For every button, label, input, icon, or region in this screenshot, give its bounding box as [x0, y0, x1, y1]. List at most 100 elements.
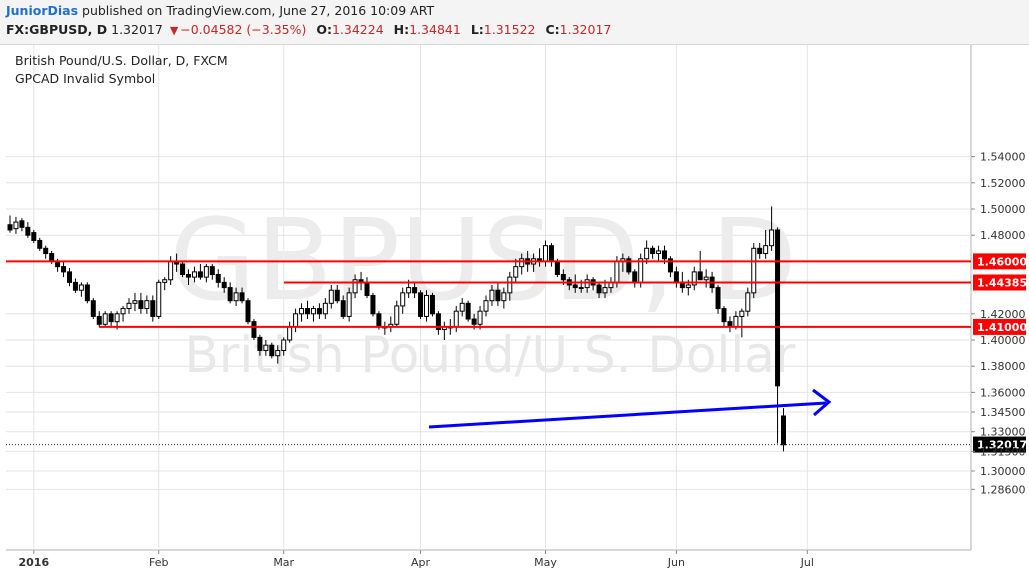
candle-body: [626, 258, 632, 273]
candle-body: [84, 284, 90, 302]
candle: [203, 264, 209, 283]
candle: [257, 334, 263, 356]
candle-body: [691, 271, 697, 286]
candle-body: [114, 313, 120, 323]
high-label: H:: [393, 22, 410, 37]
candle-body: [310, 308, 316, 315]
candle: [132, 292, 138, 312]
candle: [138, 292, 144, 314]
candle: [340, 295, 346, 320]
annotation-arrow[interactable]: [428, 388, 832, 429]
time-tick-label: Jun: [667, 556, 685, 569]
candle-body: [203, 266, 209, 278]
candle-body: [144, 300, 150, 310]
candle: [251, 319, 257, 340]
candle: [37, 237, 43, 251]
candle: [221, 277, 227, 293]
candle: [763, 229, 769, 259]
candle: [72, 278, 78, 293]
time-tick-label: 2016: [18, 556, 49, 569]
candle-body: [489, 289, 495, 302]
candle-body: [697, 271, 703, 281]
last-price-label: 1.32017: [977, 439, 1027, 452]
candle: [400, 287, 406, 314]
candle-body: [507, 276, 513, 294]
candle: [120, 305, 126, 322]
candle: [150, 295, 156, 322]
candle: [519, 253, 525, 275]
candle: [239, 287, 245, 304]
grid-lines: [6, 45, 972, 551]
candle: [418, 290, 424, 320]
price-tick-label: 1.42000: [980, 308, 1026, 321]
last-price: 1.32017: [111, 22, 163, 37]
candle: [703, 269, 709, 288]
candle-body: [578, 287, 584, 290]
candle-body: [656, 250, 662, 255]
candle-body: [239, 292, 245, 302]
candle-body: [61, 266, 67, 273]
candle-body: [429, 294, 435, 315]
candle-body: [483, 300, 489, 312]
symbol-label: FX:GBPUSD, D: [6, 22, 108, 37]
candle-body: [126, 302, 132, 310]
price-tick-label: 1.34500: [980, 406, 1026, 419]
low-label: L:: [470, 22, 484, 37]
candle-body: [769, 229, 775, 247]
candle-body: [138, 300, 144, 310]
arrow-shaft[interactable]: [428, 401, 827, 429]
candle: [483, 295, 489, 317]
candle: [465, 300, 471, 322]
candle-body: [739, 310, 745, 317]
candle-body: [775, 229, 781, 387]
candle: [715, 284, 721, 314]
candle-body: [781, 415, 786, 446]
price-tick-label: 1.33000: [980, 426, 1026, 439]
level-price-badge: [973, 253, 1026, 270]
candle: [751, 243, 757, 299]
publish-info: published on TradingView.com, June 27, 2…: [82, 3, 435, 18]
price-change: −0.04582 (−3.35%): [180, 22, 307, 37]
last-price-badge: [973, 436, 1026, 453]
candle: [346, 287, 352, 322]
level-lines[interactable]: 1.46000 1.44385 1.41000 1.32017: [6, 253, 1027, 453]
candle-body: [596, 284, 602, 294]
arrow-head[interactable]: [812, 388, 832, 417]
level-price-badge: [973, 318, 1026, 335]
candle-body: [667, 258, 673, 273]
candle: [757, 243, 763, 259]
candle: [102, 311, 108, 327]
candle-body: [263, 344, 269, 351]
candle-body: [650, 247, 656, 255]
candle: [697, 250, 703, 281]
level-price-label: 1.41000: [977, 321, 1027, 334]
candle-body: [751, 247, 757, 294]
candle-body: [334, 289, 340, 302]
candle: [191, 266, 197, 283]
time-axis[interactable]: 2016 Feb Mar Apr May Jun Jul: [18, 550, 814, 569]
candle: [584, 274, 590, 293]
candle-body: [19, 220, 25, 228]
candle: [275, 345, 281, 364]
time-tick-label: May: [534, 556, 557, 569]
time-tick-label: Mar: [273, 556, 294, 569]
candle-body: [412, 287, 418, 294]
candle-body: [418, 292, 424, 317]
candle-body: [156, 281, 162, 317]
author-link[interactable]: JuniorDias: [6, 3, 79, 18]
candle: [180, 261, 186, 278]
candle: [656, 245, 662, 262]
candle-body: [406, 287, 412, 294]
candle-body: [269, 344, 275, 357]
candle-body: [424, 294, 429, 317]
candle-body: [67, 271, 72, 283]
candle: [501, 287, 507, 309]
candle-body: [215, 274, 221, 283]
open-label: O:: [316, 22, 332, 37]
watermark: GBPUSD, D British Pound/U.S. Dollar: [169, 196, 797, 384]
price-axis[interactable]: 1.54000 1.52000 1.50000 1.48000 1.42000 1.400…: [971, 151, 1026, 497]
candle-body: [543, 245, 548, 262]
chart-header: JuniorDias published on TradingView.com,…: [0, 0, 1029, 45]
candle: [90, 298, 96, 320]
